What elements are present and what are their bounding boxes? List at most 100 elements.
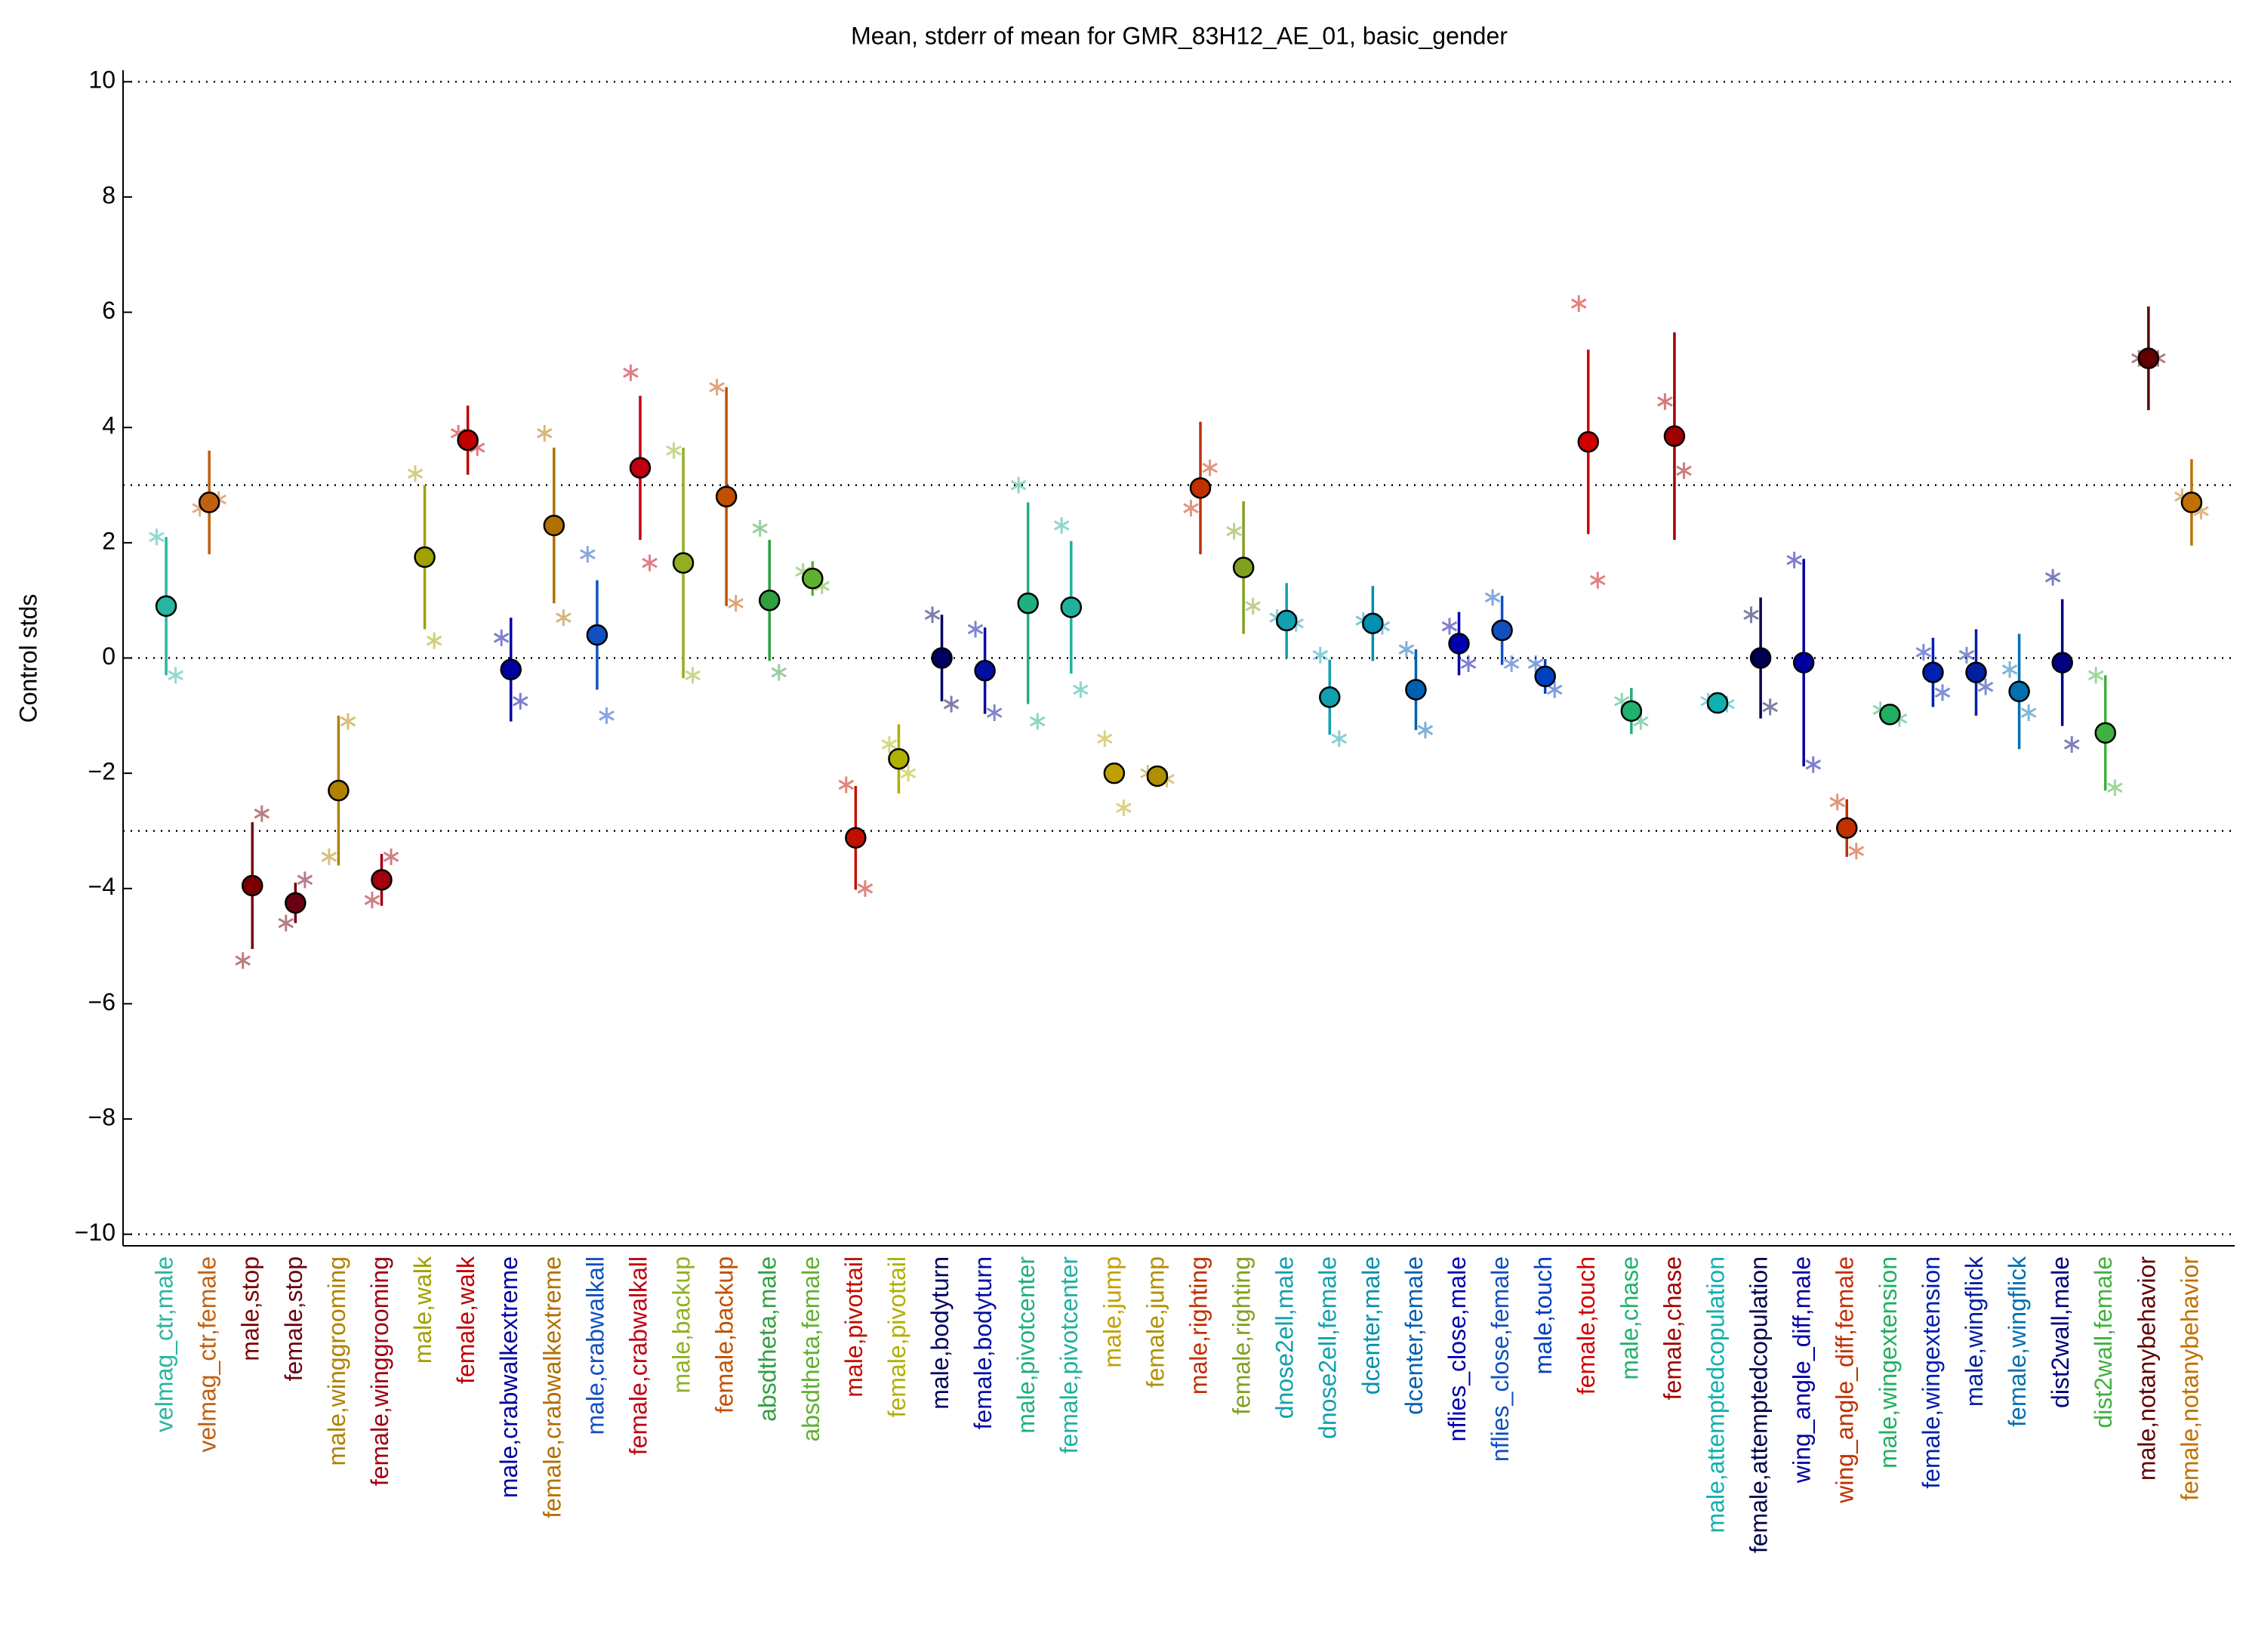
experiment-point-stroke: [666, 445, 682, 456]
experiment-point-stroke: [1503, 658, 1520, 669]
x-tick-label: dnose2ell,male: [1271, 1256, 1299, 1419]
experiment-point-stroke: [857, 883, 873, 894]
experiment-point-stroke: [580, 549, 596, 559]
x-tick-label: male,jump: [1098, 1256, 1126, 1368]
x-tick-label: male,backup: [668, 1256, 695, 1393]
experiment-point: [513, 692, 528, 710]
experiment-point: [1053, 516, 1070, 534]
x-tick-label: absdtheta,male: [754, 1256, 781, 1422]
mean-marker: [2051, 652, 2073, 673]
experiment-point: [168, 667, 183, 684]
x-tick-label: male,bodyturn: [926, 1256, 954, 1410]
x-tick-label: female,crabwalkall: [624, 1256, 652, 1455]
experiment-point: [728, 594, 744, 612]
mean-marker: [1620, 700, 1643, 722]
experiment-point-stroke: [623, 367, 639, 378]
experiment-point: [1116, 799, 1132, 816]
mean-marker: [586, 624, 608, 646]
mean-marker: [457, 429, 479, 452]
mean-marker: [1792, 652, 1815, 673]
experiment-point-stroke: [1570, 298, 1587, 309]
experiment-point: [364, 892, 380, 909]
experiment-point: [752, 519, 768, 537]
mean-marker: [1534, 665, 1556, 688]
experiment-point: [254, 805, 270, 822]
experiment-point: [1503, 655, 1520, 673]
x-tick-label: male,wingflick: [1961, 1256, 1988, 1407]
experiment-point: [556, 609, 572, 627]
experiment-point: [967, 621, 984, 638]
experiment-point-stroke: [1441, 621, 1458, 632]
experiment-point-stroke: [986, 707, 1003, 718]
mean-marker: [1319, 686, 1341, 708]
mean-marker: [2137, 347, 2160, 369]
experiment-point-stroke: [1805, 759, 1822, 770]
x-tick-label: male,attemptedcopulation: [1702, 1256, 1729, 1533]
mean-marker: [1362, 612, 1384, 634]
x-tick-label: wing_angle_diff,male: [1788, 1256, 1816, 1484]
experiment-point: [383, 848, 399, 865]
experiment-point: [536, 424, 553, 442]
experiment-point-stroke: [1848, 846, 1865, 856]
experiment-point: [149, 529, 165, 546]
mean-marker: [543, 514, 565, 537]
y-tick-label: −10: [75, 1219, 116, 1246]
mean-marker: [629, 457, 652, 479]
mean-marker: [1146, 765, 1169, 787]
experiment-point: [1590, 572, 1606, 589]
y-tick-label: −2: [88, 758, 116, 785]
x-tick-label: male,crabwalkextreme: [495, 1256, 522, 1498]
experiment-point-stroke: [1829, 797, 1845, 808]
mean-marker: [2180, 492, 2203, 513]
mean-marker: [802, 567, 824, 590]
x-tick-label: male,pivottail: [840, 1256, 867, 1398]
x-tick-label: male,wingextension: [1875, 1256, 1902, 1469]
experiment-point: [426, 632, 442, 649]
experiment-point-stroke: [1915, 647, 1932, 658]
y-tick-label: −6: [88, 988, 116, 1016]
x-tick-label: dist2wall,male: [2047, 1256, 2074, 1408]
y-tick-label: 2: [102, 527, 116, 554]
mean-marker: [1706, 692, 1729, 714]
mean-marker: [1232, 556, 1255, 578]
x-tick-label: female,pivotcenter: [1055, 1256, 1083, 1454]
mean-marker: [1491, 619, 1513, 642]
experiment-point-stroke: [771, 667, 787, 678]
experiment-point: [986, 704, 1003, 722]
experiment-point-stroke: [924, 609, 941, 621]
mean-marker: [931, 647, 953, 669]
x-tick-label: female,winggrooming: [366, 1256, 393, 1486]
experiment-point-stroke: [1010, 479, 1027, 491]
experiment-point-stroke: [1053, 520, 1070, 531]
experiment-point: [642, 554, 658, 572]
mean-marker: [1965, 661, 1987, 683]
experiment-point-stroke: [943, 698, 960, 710]
y-tick-label: 10: [88, 66, 116, 94]
experiment-point: [1484, 589, 1501, 606]
mean-marker: [888, 747, 910, 770]
mean-marker: [155, 595, 177, 618]
experiment-point-stroke: [1202, 462, 1218, 473]
mean-marker: [1836, 817, 1858, 839]
x-tick-label: female,walk: [452, 1256, 479, 1384]
mean-marker: [2094, 722, 2117, 744]
experiment-point-stroke: [1934, 687, 1951, 698]
experiment-point-stroke: [642, 557, 658, 569]
experiment-point-stroke: [1073, 684, 1089, 695]
mean-marker: [414, 546, 436, 569]
experiment-point: [1676, 462, 1692, 479]
y-axis-label: Control stds: [14, 594, 42, 723]
experiment-point-stroke: [254, 808, 270, 819]
experiment-point: [1398, 641, 1415, 658]
experiment-point: [1786, 551, 1802, 569]
experiment-point-stroke: [967, 624, 984, 635]
experiment-point: [1460, 655, 1477, 673]
experiment-point-stroke: [599, 710, 615, 721]
mean-marker: [1103, 762, 1126, 784]
mean-marker: [845, 827, 867, 849]
experiment-point: [1073, 681, 1089, 698]
experiment-point: [599, 707, 615, 724]
x-tick-label: female,backup: [711, 1256, 738, 1413]
